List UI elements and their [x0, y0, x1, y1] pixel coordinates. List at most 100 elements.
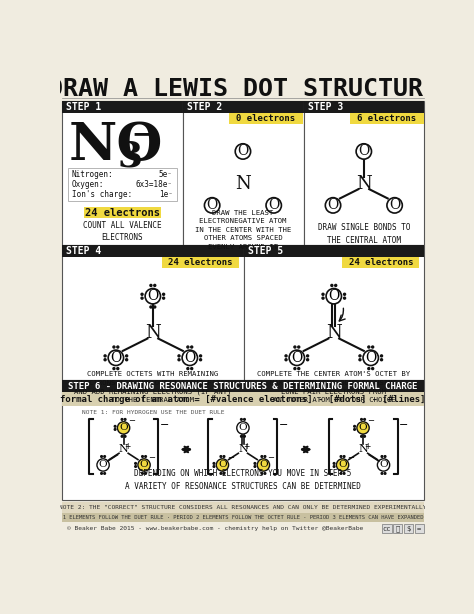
Text: Oxygen:: Oxygen: — [72, 180, 104, 189]
Bar — [404, 524, 413, 534]
Circle shape — [335, 284, 337, 286]
Text: +: + — [244, 442, 250, 451]
Circle shape — [100, 456, 102, 457]
Text: +: + — [364, 442, 370, 451]
Circle shape — [298, 346, 300, 348]
Text: Nitrogen:: Nitrogen: — [72, 170, 114, 179]
Circle shape — [141, 293, 143, 295]
Circle shape — [200, 355, 201, 357]
Circle shape — [364, 435, 365, 437]
Text: 24 electrons: 24 electrons — [84, 208, 160, 218]
Circle shape — [182, 350, 198, 365]
Circle shape — [343, 473, 345, 474]
Text: 24 electrons: 24 electrons — [348, 258, 413, 267]
Circle shape — [163, 297, 164, 299]
Text: 24 electrons: 24 electrons — [168, 258, 233, 267]
Text: NOTE 2: THE "CORRECT" STRUCTURE CONSIDERS ALL RESONANCES AND CAN ONLY BE DETERMI: NOTE 2: THE "CORRECT" STRUCTURE CONSIDER… — [59, 505, 427, 510]
Circle shape — [104, 355, 106, 357]
Text: O: O — [328, 198, 338, 212]
Bar — [304, 101, 424, 113]
Circle shape — [200, 359, 201, 361]
Circle shape — [264, 456, 266, 457]
Bar — [62, 101, 183, 244]
Circle shape — [298, 368, 300, 370]
Circle shape — [381, 473, 383, 474]
Circle shape — [294, 368, 296, 370]
Bar — [62, 502, 424, 513]
Circle shape — [361, 419, 362, 420]
Circle shape — [216, 459, 228, 471]
Circle shape — [344, 297, 346, 299]
Circle shape — [97, 459, 109, 471]
Text: O: O — [140, 460, 148, 470]
Circle shape — [240, 435, 242, 437]
Text: N: N — [326, 324, 342, 342]
Text: O: O — [237, 144, 248, 158]
Circle shape — [377, 459, 390, 471]
Text: DRAW SINGLE BONDS TO
THE CENTRAL ATOM: DRAW SINGLE BONDS TO THE CENTRAL ATOM — [318, 223, 410, 244]
Circle shape — [235, 144, 251, 159]
Circle shape — [117, 346, 119, 348]
Text: N: N — [238, 445, 248, 454]
Circle shape — [266, 198, 282, 213]
Circle shape — [354, 426, 356, 427]
Text: STEP 1: STEP 1 — [66, 102, 101, 112]
Circle shape — [261, 473, 263, 474]
Text: STEP 2: STEP 2 — [187, 102, 222, 112]
Circle shape — [384, 456, 386, 457]
Bar — [62, 101, 183, 113]
Circle shape — [121, 419, 123, 420]
Circle shape — [359, 355, 361, 357]
Text: O: O — [268, 198, 279, 212]
Text: O: O — [389, 198, 400, 212]
Circle shape — [254, 465, 256, 467]
Circle shape — [145, 473, 146, 474]
Circle shape — [254, 462, 256, 464]
Circle shape — [163, 293, 164, 295]
Text: O: O — [379, 460, 388, 470]
Bar — [244, 244, 424, 257]
Text: © Beaker Babe 2015 - www.beakerbabe.com - chemistry help on Twitter @BeakerBabe: © Beaker Babe 2015 - www.beakerbabe.com … — [66, 526, 363, 531]
Text: formal charge of an atom = [#valence electrons] - [#dots] - [#lines]: formal charge of an atom = [#valence ele… — [60, 395, 426, 404]
Circle shape — [187, 368, 189, 370]
Text: O: O — [359, 424, 367, 432]
Circle shape — [100, 473, 102, 474]
Circle shape — [344, 293, 346, 295]
Text: O: O — [99, 460, 108, 470]
Circle shape — [322, 297, 324, 299]
Bar — [62, 513, 424, 522]
Circle shape — [326, 289, 341, 304]
Bar — [350, 113, 424, 124]
Text: DEPENDING ON WHICH ELECTRONS YOU MOVE IN STEP 5
A VARIETY OF RESONANCE STRUCTURE: DEPENDING ON WHICH ELECTRONS YOU MOVE IN… — [125, 470, 361, 491]
Circle shape — [354, 429, 356, 430]
Text: COMPLETE OCTETS WITH REMAINING
ELECTRONS FOR THE OUTER ATOMS FIRST
AND ADD REMAI: COMPLETE OCTETS WITH REMAINING ELECTRONS… — [74, 371, 232, 403]
Bar — [62, 392, 424, 406]
Circle shape — [333, 465, 335, 467]
Text: COUNT ALL VALENCE
ELECTRONS: COUNT ALL VALENCE ELECTRONS — [83, 221, 161, 242]
Text: N: N — [356, 175, 372, 193]
Text: −: − — [148, 454, 155, 462]
Text: O: O — [119, 424, 128, 432]
Circle shape — [150, 306, 152, 308]
Circle shape — [220, 456, 222, 457]
Text: N: N — [145, 324, 161, 342]
Circle shape — [372, 346, 374, 348]
Circle shape — [142, 456, 143, 457]
Circle shape — [141, 297, 143, 299]
Circle shape — [244, 435, 246, 437]
Text: −: − — [160, 420, 169, 430]
Text: +: + — [124, 442, 131, 451]
Circle shape — [307, 359, 309, 361]
Bar — [342, 257, 419, 268]
Circle shape — [135, 462, 137, 464]
Circle shape — [113, 346, 115, 348]
Circle shape — [294, 346, 296, 348]
Text: PERIOD 1 ELEMENTS FOLLOW THE DUET RULE · PERIOD 2 ELEMENTS FOLLOW THE OCTET RULE: PERIOD 1 ELEMENTS FOLLOW THE DUET RULE ·… — [40, 515, 446, 519]
Circle shape — [289, 350, 304, 365]
Bar — [393, 524, 402, 534]
Text: NO: NO — [68, 120, 163, 171]
Text: COMPLETE THE CENTER ATOM'S OCTET BY
MAKING COVALENT BOND(S) USING
LONE PAIR ELEC: COMPLETE THE CENTER ATOM'S OCTET BY MAKI… — [257, 371, 410, 403]
Circle shape — [213, 465, 215, 467]
Circle shape — [117, 368, 119, 370]
Circle shape — [104, 473, 106, 474]
